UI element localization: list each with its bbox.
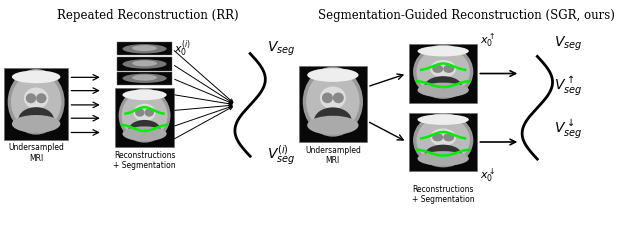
Ellipse shape [118, 88, 170, 143]
Text: Undersampled
MRI: Undersampled MRI [8, 143, 64, 163]
Text: $V_{seg}$: $V_{seg}$ [554, 35, 583, 53]
Ellipse shape [432, 65, 443, 73]
Ellipse shape [307, 116, 358, 135]
Ellipse shape [122, 92, 168, 139]
Ellipse shape [26, 93, 36, 103]
Ellipse shape [307, 68, 358, 82]
FancyBboxPatch shape [117, 42, 172, 55]
FancyBboxPatch shape [4, 68, 68, 140]
Ellipse shape [11, 73, 61, 130]
Ellipse shape [430, 60, 456, 78]
Ellipse shape [122, 126, 166, 141]
Text: $V_{seg}^{(i)}$: $V_{seg}^{(i)}$ [268, 143, 296, 167]
Ellipse shape [417, 48, 470, 95]
Ellipse shape [314, 107, 352, 134]
Text: $V_{seg}$: $V_{seg}$ [268, 40, 296, 58]
Text: $x_0^{(i)}$: $x_0^{(i)}$ [174, 38, 191, 59]
Text: Reconstructions
+ Segmentation: Reconstructions + Segmentation [113, 151, 176, 170]
Text: $V_{seg}^{\downarrow}$: $V_{seg}^{\downarrow}$ [554, 118, 583, 141]
Ellipse shape [443, 133, 454, 141]
Ellipse shape [132, 75, 157, 81]
FancyBboxPatch shape [299, 66, 367, 142]
Ellipse shape [122, 90, 166, 100]
Ellipse shape [36, 93, 47, 103]
Text: Repeated Reconstruction (RR): Repeated Reconstruction (RR) [56, 9, 238, 22]
Ellipse shape [417, 83, 469, 98]
Ellipse shape [320, 86, 346, 109]
Ellipse shape [8, 69, 65, 135]
Ellipse shape [443, 65, 454, 73]
Ellipse shape [132, 60, 157, 66]
FancyBboxPatch shape [409, 112, 477, 172]
Text: $V_{seg}^{\uparrow}$: $V_{seg}^{\uparrow}$ [554, 75, 583, 98]
FancyBboxPatch shape [117, 57, 172, 71]
Ellipse shape [333, 93, 344, 103]
Ellipse shape [122, 44, 166, 53]
Ellipse shape [413, 113, 474, 167]
Text: $x_0^{\downarrow}$: $x_0^{\downarrow}$ [480, 166, 496, 184]
Text: Segmentation-Guided Reconstruction (SGR, ours): Segmentation-Guided Reconstruction (SGR,… [317, 9, 614, 22]
Ellipse shape [145, 109, 154, 117]
Ellipse shape [322, 93, 333, 103]
Text: Reconstructions
+ Segmentation: Reconstructions + Segmentation [412, 185, 474, 204]
Ellipse shape [306, 71, 360, 132]
FancyBboxPatch shape [117, 72, 172, 85]
Text: $x_0^{\uparrow}$: $x_0^{\uparrow}$ [480, 32, 496, 49]
Ellipse shape [133, 104, 156, 121]
Ellipse shape [430, 128, 456, 146]
Ellipse shape [24, 87, 49, 109]
Ellipse shape [424, 76, 462, 97]
Ellipse shape [135, 109, 145, 117]
Ellipse shape [417, 151, 469, 166]
Ellipse shape [303, 67, 363, 137]
FancyBboxPatch shape [115, 88, 174, 147]
Ellipse shape [129, 120, 161, 141]
Ellipse shape [19, 107, 54, 132]
Ellipse shape [417, 114, 469, 125]
Ellipse shape [12, 70, 60, 83]
Ellipse shape [417, 46, 469, 56]
Ellipse shape [432, 133, 443, 141]
Text: Undersampled
MRI: Undersampled MRI [305, 146, 361, 165]
FancyBboxPatch shape [409, 44, 477, 103]
Ellipse shape [12, 115, 60, 133]
Ellipse shape [413, 45, 474, 99]
Ellipse shape [122, 74, 166, 83]
Ellipse shape [424, 145, 462, 165]
Ellipse shape [417, 117, 470, 164]
Ellipse shape [122, 59, 166, 69]
Ellipse shape [132, 45, 157, 51]
